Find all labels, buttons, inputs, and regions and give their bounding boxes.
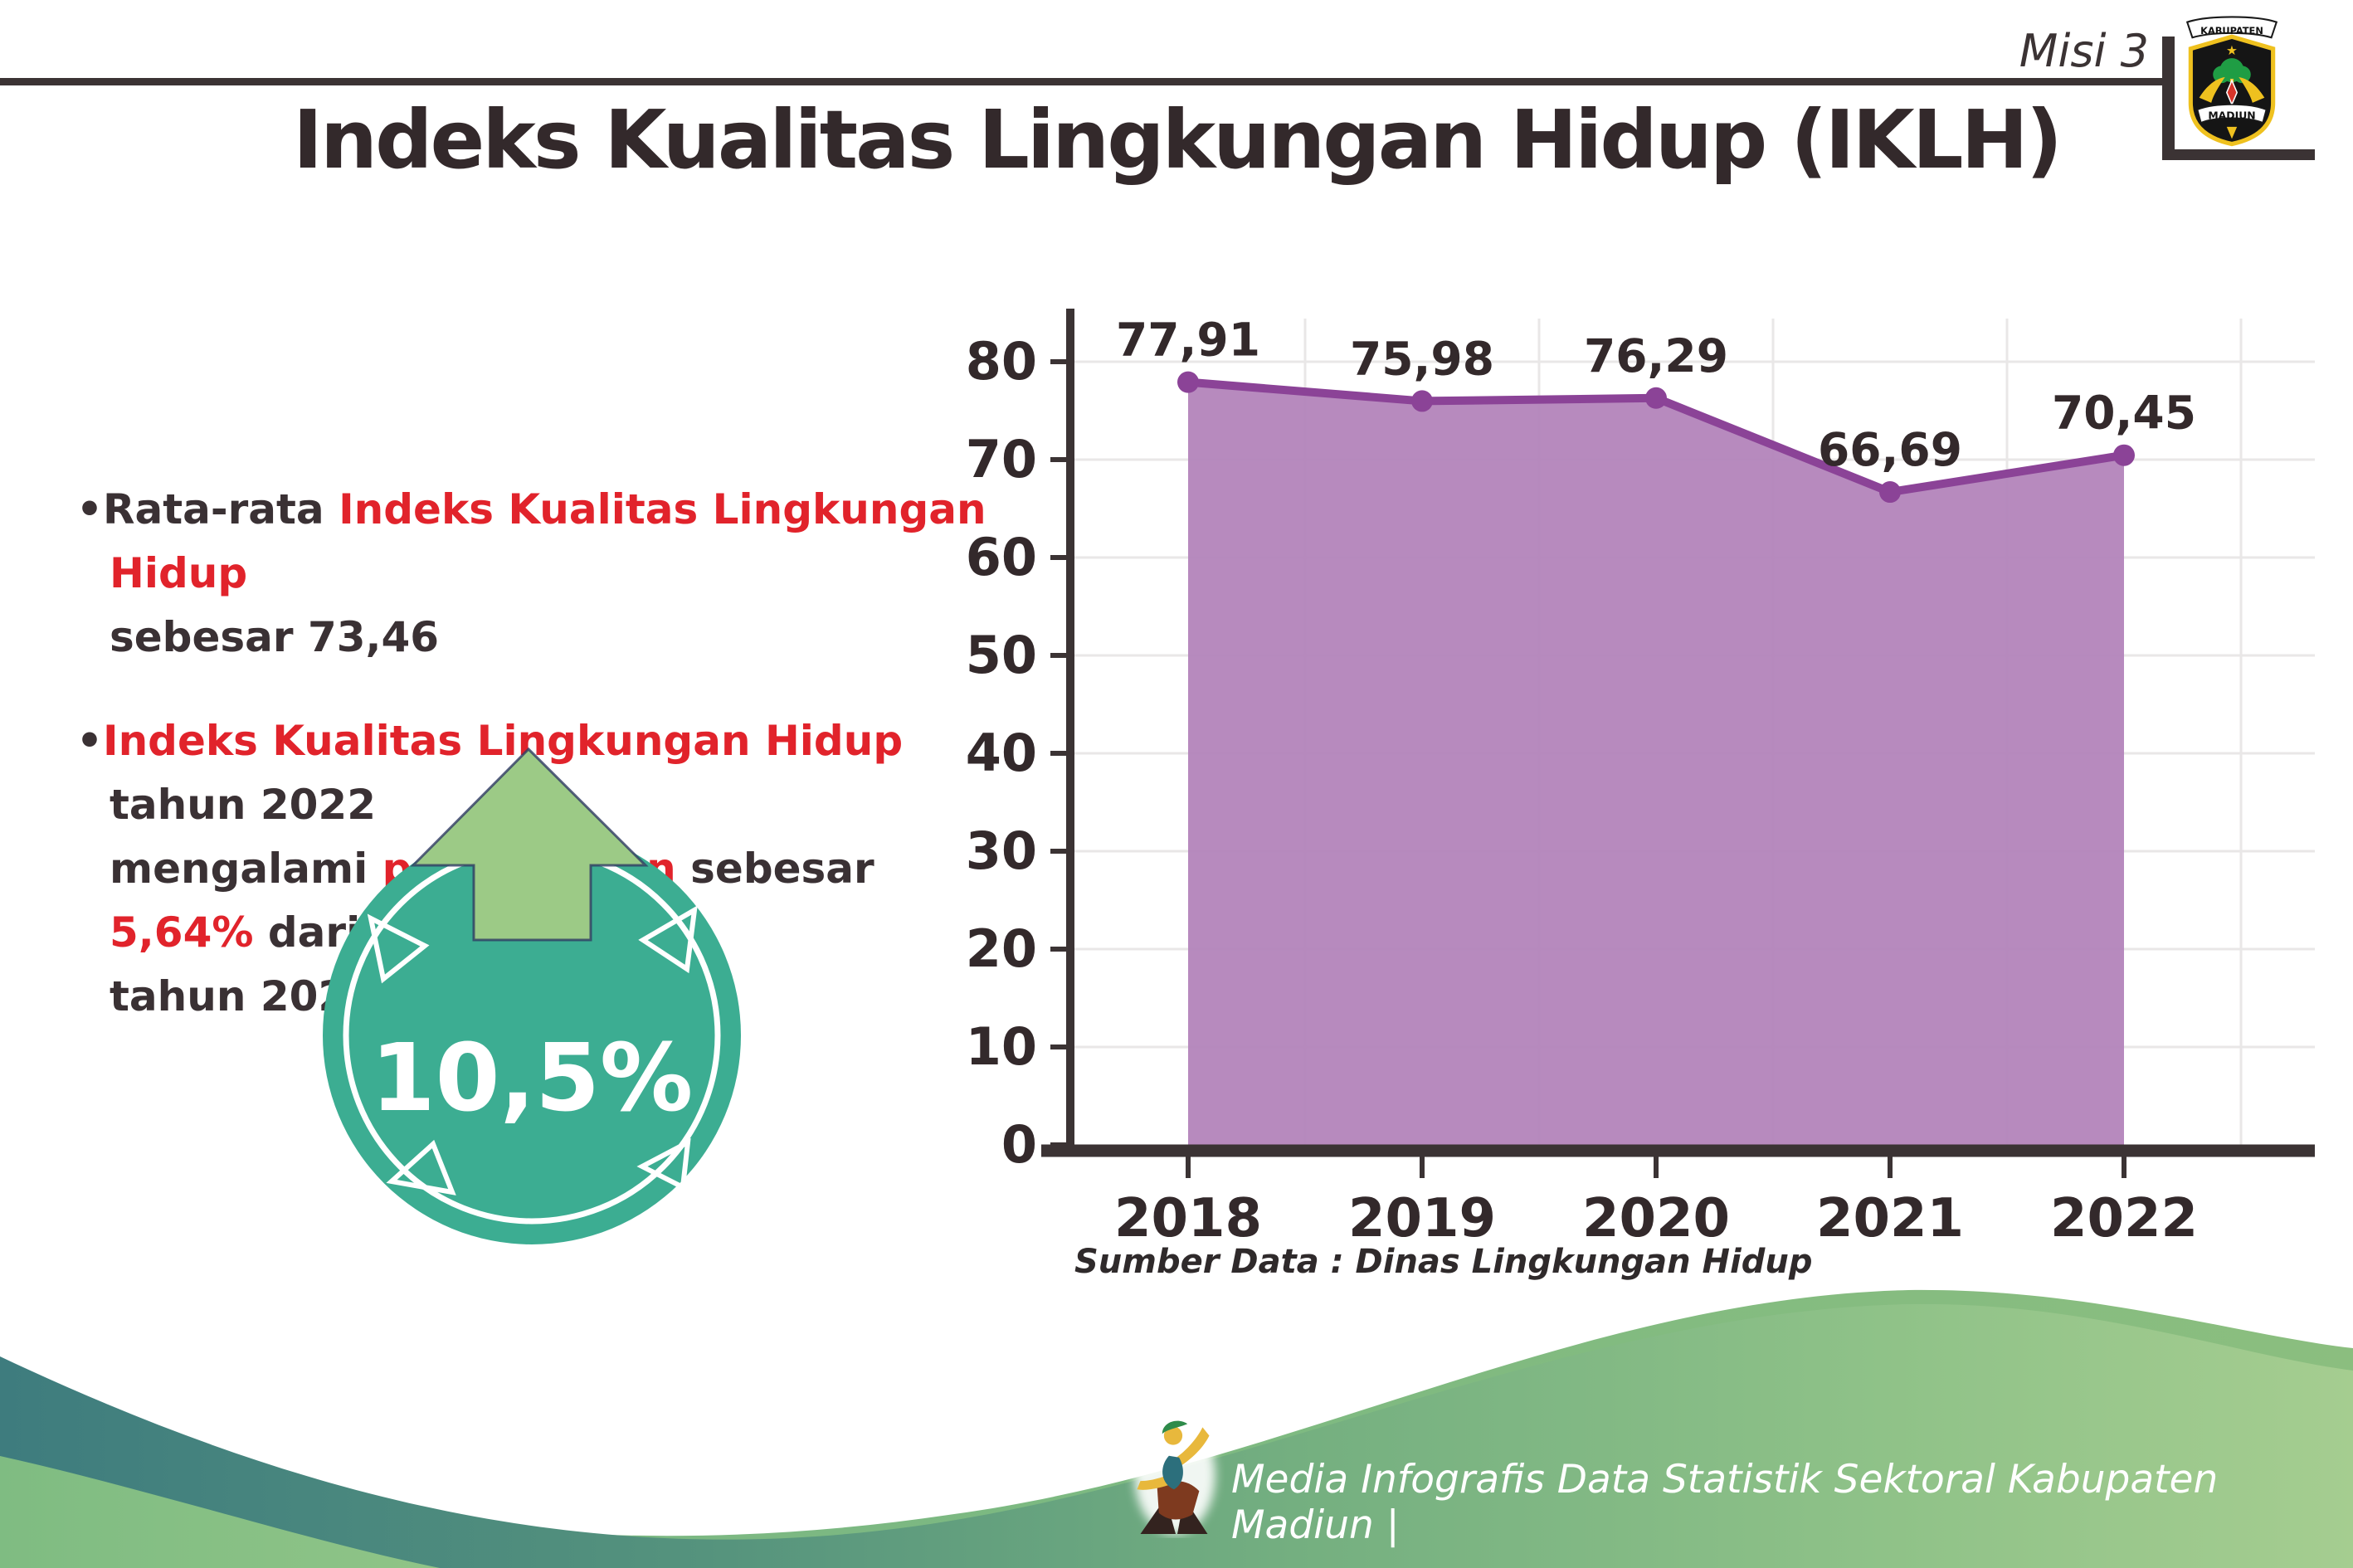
footer-caption: Media Infografis Data Statistik Sektoral…	[1231, 1457, 2219, 1548]
logo-top-text: KABUPATEN	[2200, 25, 2263, 37]
y-tick-label: 10	[966, 1016, 1037, 1077]
badge-spark-top-left	[367, 913, 430, 984]
badge-spark-bottom-right	[636, 1137, 691, 1191]
iklh-area-chart: 0 10 20 30 40 50 60 70 80 2018 77,91 2019 75,98 2020 7…	[966, 309, 2315, 1249]
footer-wave	[0, 1289, 2353, 1568]
y-tick-label: 0	[1001, 1114, 1037, 1175]
badge-spark-top-right	[638, 905, 698, 974]
logo-star-icon: ★	[2226, 43, 2238, 58]
misi-label: Misi 3	[2019, 25, 2149, 77]
mascot-sarong	[1157, 1481, 1200, 1520]
mascot-arm-side	[1137, 1474, 1171, 1490]
mascot-cap	[1162, 1420, 1188, 1434]
data-point	[2113, 444, 2135, 466]
y-tick-label: 80	[966, 331, 1037, 392]
data-point	[1645, 387, 1667, 409]
logo-frame-horizontal	[2162, 149, 2315, 160]
badge-circle	[323, 826, 741, 1244]
x-tick-label: 2018	[1114, 1188, 1262, 1249]
data-point	[1177, 371, 1199, 393]
source-note: Sumber Data : Dinas Lingkungan Hidup	[1074, 1243, 1813, 1281]
mascot-head	[1163, 1426, 1183, 1445]
kabupaten-madiun-logo-icon: KABUPATEN ★ MADIUN	[2185, 16, 2278, 147]
area-fill	[1188, 382, 2124, 1145]
y-tick-label: 70	[966, 429, 1037, 489]
x-tick-label: 2020	[1582, 1188, 1730, 1249]
data-label: 70,45	[2052, 387, 2196, 440]
dancer-mascot-icon	[1134, 1416, 1215, 1534]
x-tick-label: 2019	[1348, 1188, 1496, 1249]
data-label: 76,29	[1584, 329, 1728, 382]
logo-frame-vertical	[2162, 37, 2175, 160]
logo-wing-right	[2239, 76, 2265, 103]
data-label: 66,69	[1818, 423, 1962, 476]
logo-wing-left	[2199, 76, 2225, 103]
bullet-average-iklh: •Rata-rata Indeks Kualitas Lingkungan Hi…	[76, 485, 987, 661]
x-tick-label: 2021	[1816, 1188, 1964, 1249]
logo-tassel	[2226, 126, 2238, 139]
footer-wave-corner	[0, 1456, 440, 1568]
mascot-torso	[1162, 1455, 1183, 1490]
arrow-up-icon	[410, 747, 649, 942]
y-tick-label: 50	[966, 625, 1037, 685]
page-title: Indeks Kualitas Lingkungan Hidup (IKLH)	[292, 93, 2063, 187]
badge-spark-bottom-left	[386, 1139, 456, 1195]
data-label: 75,98	[1350, 332, 1494, 385]
y-tick-label: 30	[966, 821, 1037, 881]
footer-wave-main	[0, 1303, 2353, 1568]
badge-value: 10,5%	[371, 1025, 694, 1132]
logo-tree	[2234, 66, 2251, 84]
y-tick-label: 60	[966, 527, 1037, 587]
logo-bottom-ribbon	[2196, 104, 2268, 124]
y-tick-label: 20	[966, 918, 1037, 979]
data-point	[1411, 390, 1433, 412]
y-tick-label: 40	[966, 723, 1037, 783]
key-findings: •Rata-rata Indeks Kualitas Lingkungan Hi…	[76, 478, 1022, 1029]
logo-bottom-text: MADIUN	[2208, 110, 2255, 122]
data-point	[1879, 481, 1901, 504]
data-label: 77,91	[1116, 314, 1260, 367]
mascot-arm-raised	[1173, 1427, 1210, 1466]
logo-tree	[2213, 66, 2230, 84]
logo-top-ribbon	[2185, 16, 2278, 39]
header-rule	[0, 78, 2164, 85]
x-tick-label: 2022	[2050, 1188, 2198, 1249]
increase-badge: 10,5%	[323, 747, 741, 1244]
